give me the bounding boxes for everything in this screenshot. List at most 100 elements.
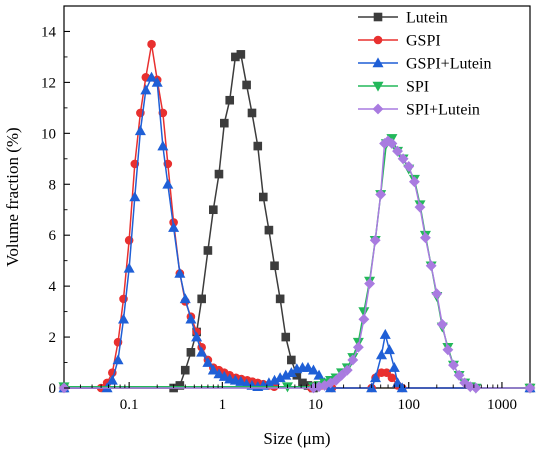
y-tick-label: 2	[49, 330, 57, 346]
data-point	[134, 125, 146, 136]
y-tick-label: 8	[49, 177, 57, 193]
data-point	[382, 368, 391, 378]
x-tick-label: 1000	[487, 397, 517, 413]
data-point	[442, 344, 454, 356]
data-point	[388, 362, 400, 372]
data-point	[369, 234, 381, 246]
data-point	[117, 313, 130, 324]
data-point	[383, 344, 395, 355]
data-point	[448, 359, 459, 371]
data-point	[175, 381, 185, 390]
y-tick-label: 14	[41, 24, 57, 40]
data-point	[287, 355, 296, 365]
series-line	[64, 76, 530, 389]
y-tick-label: 0	[49, 381, 57, 397]
data-point	[347, 354, 359, 366]
data-point	[379, 328, 391, 339]
data-point	[264, 225, 274, 235]
data-point	[336, 369, 347, 381]
legend-marker	[373, 12, 383, 22]
data-point	[207, 364, 219, 375]
data-point	[403, 161, 415, 172]
legend-item: SPI	[358, 79, 429, 96]
data-point	[209, 205, 218, 215]
data-point	[253, 141, 263, 151]
data-point	[162, 178, 174, 189]
data-point	[186, 348, 196, 357]
legend-item: Lutein	[358, 10, 448, 27]
data-point	[414, 201, 426, 213]
data-point	[358, 313, 370, 325]
data-point	[397, 153, 409, 165]
data-point	[387, 373, 397, 383]
legend-label: Lutein	[406, 10, 448, 27]
data-point	[129, 191, 141, 202]
data-point	[330, 374, 342, 386]
series-spi-plus-lutein	[58, 135, 536, 394]
legend-label: SPI	[406, 79, 429, 96]
data-point	[281, 332, 291, 342]
data-point	[235, 376, 247, 386]
data-point	[179, 293, 191, 304]
data-point	[140, 84, 152, 95]
data-point	[146, 71, 158, 82]
series-line	[64, 53, 530, 389]
data-point	[218, 370, 230, 381]
legend-item: GSPI	[358, 33, 441, 50]
y-axis-title: Volume fraction (%)	[3, 127, 22, 266]
x-tick-label: 1	[219, 397, 227, 413]
y-tick-label: 10	[41, 126, 56, 142]
x-tick-label: 10	[308, 397, 323, 413]
data-point	[242, 80, 251, 90]
legend-marker	[373, 35, 383, 45]
data-point	[375, 189, 387, 200]
data-point	[436, 318, 448, 330]
data-point	[151, 76, 163, 87]
data-point	[275, 294, 285, 304]
data-point	[180, 365, 190, 375]
data-point	[358, 307, 370, 318]
x-tick-label: 100	[397, 397, 420, 413]
data-point	[123, 262, 135, 273]
data-point	[341, 364, 353, 376]
data-point	[302, 362, 314, 372]
data-point	[112, 354, 124, 365]
data-point	[270, 261, 279, 271]
data-point	[408, 176, 420, 188]
data-point	[313, 369, 325, 380]
legend-label: SPI+Lutein	[406, 102, 480, 119]
data-point	[213, 368, 225, 379]
x-axis-title: Size (μm)	[263, 429, 330, 448]
data-point	[352, 341, 364, 353]
series-spi	[58, 134, 536, 394]
data-point	[470, 382, 482, 394]
data-point	[375, 349, 387, 360]
data-point	[158, 108, 168, 118]
data-point	[225, 95, 235, 105]
data-point	[191, 331, 203, 342]
legend-marker	[372, 81, 384, 92]
data-point	[364, 278, 376, 290]
series-layer	[58, 39, 536, 394]
data-point	[220, 118, 229, 128]
data-point	[307, 364, 319, 375]
data-point	[106, 374, 118, 385]
data-point	[197, 294, 206, 304]
data-point	[392, 145, 403, 157]
axis-layer: 0.1 1 10 100 1000 0 2 4 6 8 10 12 14	[41, 24, 517, 413]
data-point	[185, 313, 197, 324]
data-point	[174, 267, 186, 278]
data-point	[214, 169, 224, 179]
data-point	[202, 356, 214, 367]
data-point	[453, 369, 465, 381]
legend-marker	[372, 57, 384, 68]
y-tick-label: 4	[49, 279, 57, 295]
data-point	[258, 192, 268, 202]
data-point	[147, 39, 156, 49]
data-point	[524, 382, 536, 394]
legend-label: GSPI+Lutein	[406, 56, 491, 73]
data-point	[386, 138, 398, 149]
data-point	[203, 246, 213, 255]
data-point	[168, 221, 180, 232]
